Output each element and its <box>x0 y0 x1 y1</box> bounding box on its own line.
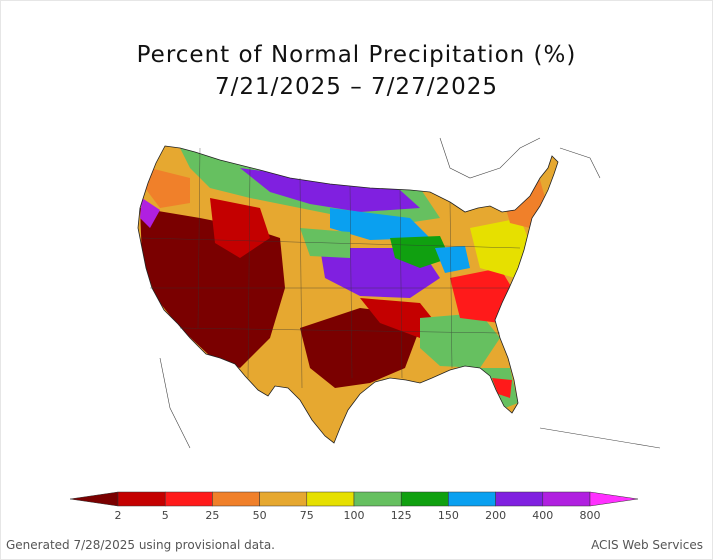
legend-label: 50 <box>253 509 267 522</box>
legend-swatch <box>69 491 119 507</box>
legend-label: 2 <box>115 509 122 522</box>
legend-label: 5 <box>162 509 169 522</box>
precipitation-map <box>137 137 661 449</box>
legend-swatch <box>542 491 591 507</box>
legend-swatch <box>306 491 355 507</box>
precip-shading <box>138 146 558 443</box>
state-boundaries <box>141 147 521 389</box>
color-legend: 2 5 25 50 75 100 125 150 200 400 800 <box>69 491 639 522</box>
legend-swatch <box>353 491 402 507</box>
legend-label: 150 <box>438 509 459 522</box>
legend-swatch <box>259 491 308 507</box>
legend-label: 200 <box>485 509 506 522</box>
legend-swatch <box>117 491 166 507</box>
map-date-range: 7/21/2025 – 7/27/2025 <box>215 74 498 100</box>
legend-label: 75 <box>300 509 314 522</box>
legend-swatch <box>400 491 449 507</box>
us-outline <box>137 145 559 444</box>
legend-swatch <box>212 491 260 507</box>
legend-swatch <box>164 491 213 507</box>
source-credit: ACIS Web Services <box>591 538 703 552</box>
legend-swatch <box>589 491 639 507</box>
neighbor-coastlines <box>159 137 661 449</box>
legend-label: 100 <box>344 509 365 522</box>
legend-label: 400 <box>532 509 553 522</box>
legend-label: 25 <box>205 509 219 522</box>
legend-swatch <box>495 491 544 507</box>
legend-label: 800 <box>580 509 601 522</box>
map-title: Percent of Normal Precipitation (%) <box>136 42 577 68</box>
legend-swatch <box>448 491 496 507</box>
legend-label: 125 <box>391 509 412 522</box>
generated-note: Generated 7/28/2025 using provisional da… <box>6 538 275 552</box>
